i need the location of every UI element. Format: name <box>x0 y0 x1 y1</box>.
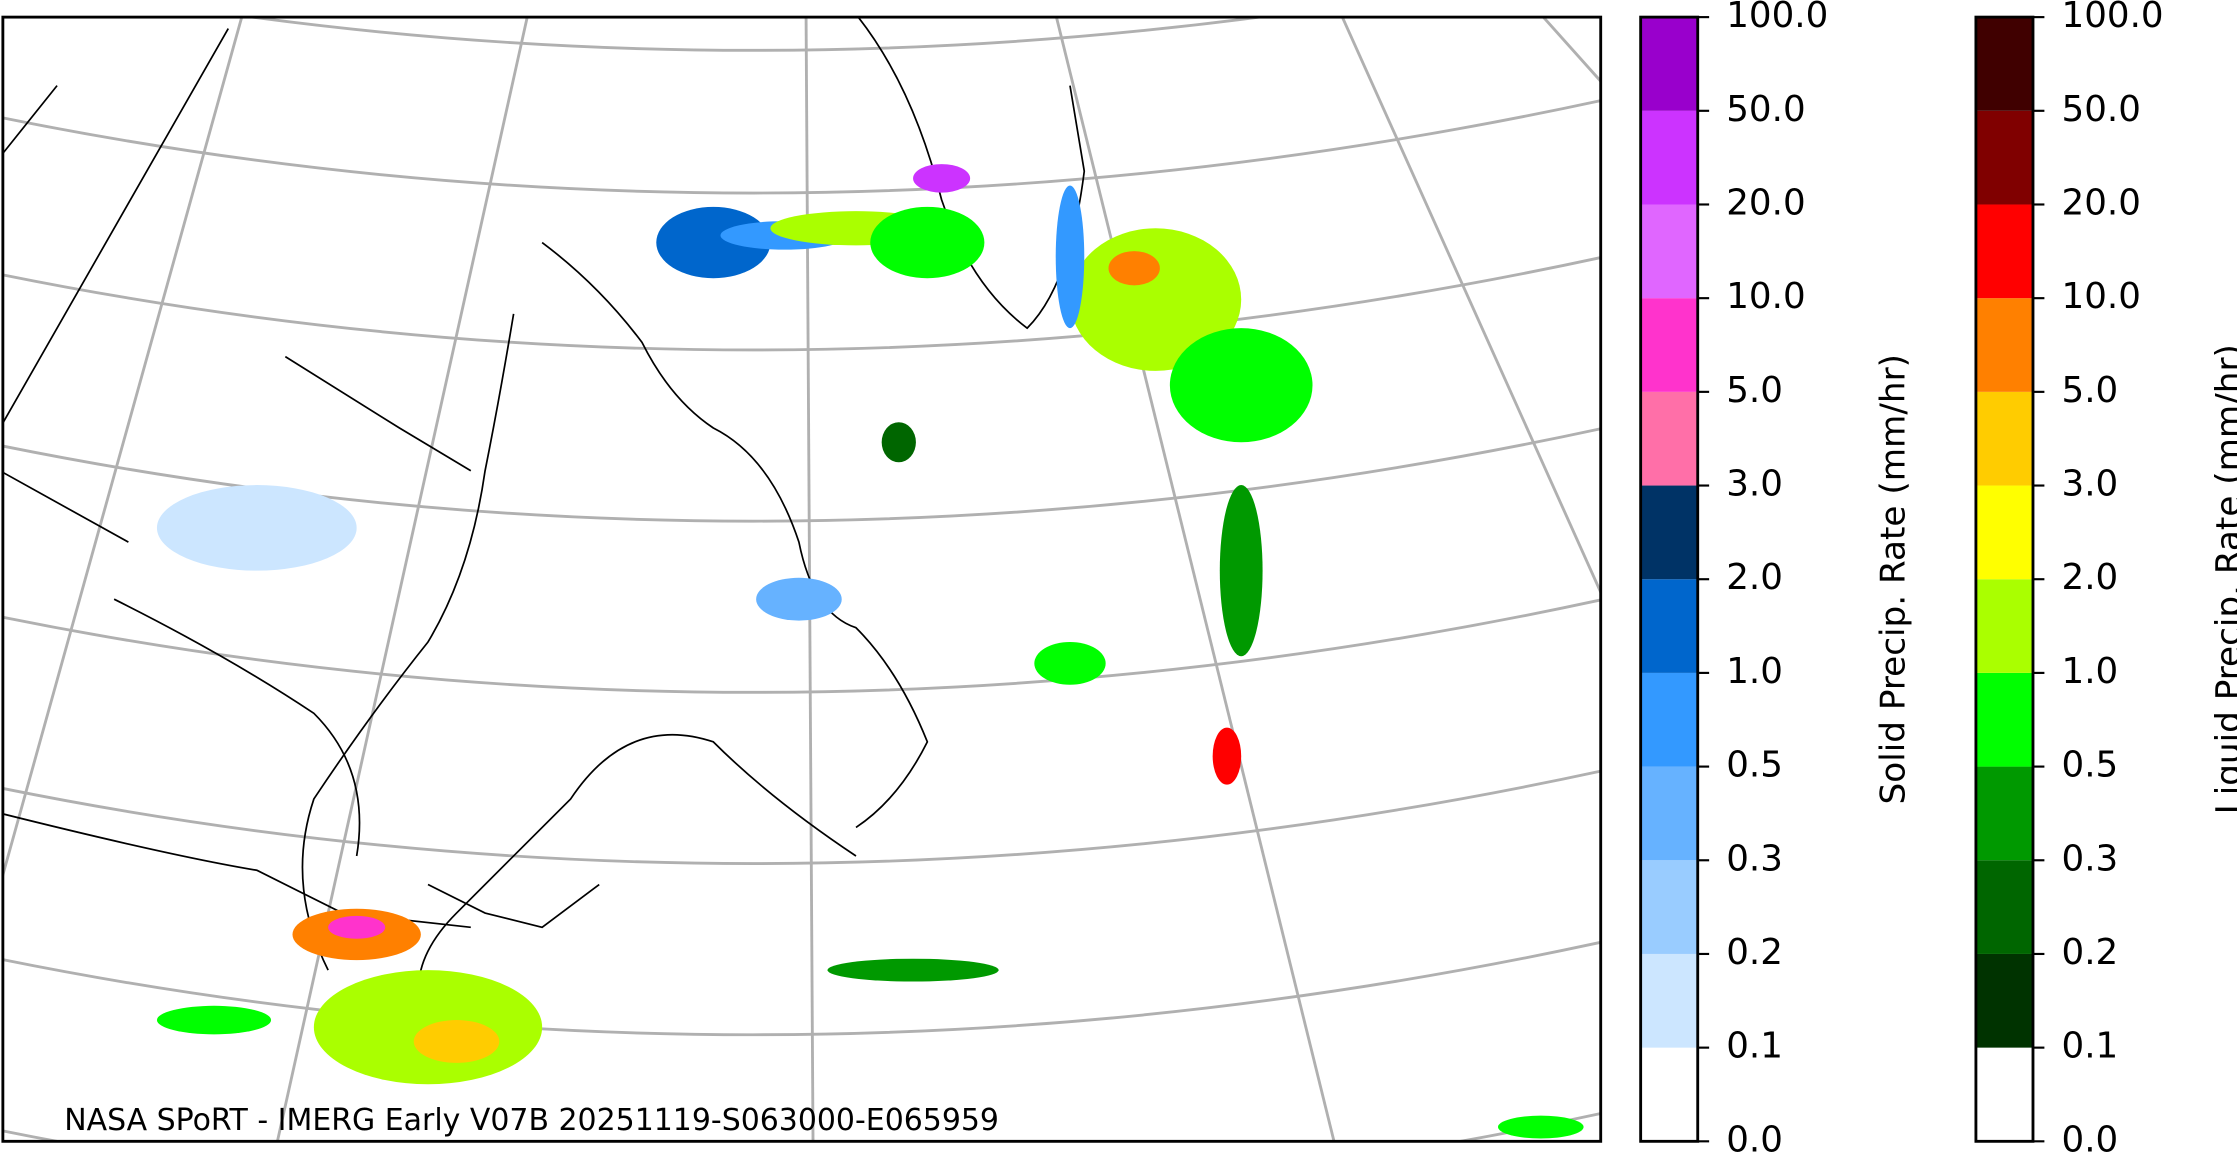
colorbar-band <box>1640 579 1698 673</box>
colorbar-tick-label: 0.3 <box>2062 838 2119 879</box>
colorbar-tick-label: 5.0 <box>1726 370 1783 411</box>
precipitation <box>156 164 1584 1139</box>
colorbar-band <box>1640 204 1698 299</box>
colorbar-band <box>1640 298 1698 392</box>
colorbar-title: Solid Precip. Rate (mm/hr) <box>1874 354 1914 804</box>
colorbar-tick-label: 3.0 <box>2062 464 2119 505</box>
colorbar-band <box>1640 672 1698 767</box>
colorbar-band <box>1640 485 1698 580</box>
colorbar-tick-label: 0.1 <box>2062 1026 2119 1067</box>
colorbar-tick-label: 50.0 <box>2062 89 2141 130</box>
colorbar-band <box>1640 1047 1698 1142</box>
colorbar-band <box>1975 1047 2033 1142</box>
colorbar-tick-label: 10.0 <box>1726 276 1805 317</box>
map-caption: NASA SPoRT - IMERG Early V07B 20251119-S… <box>64 1103 999 1138</box>
colorbar-band <box>1975 204 2033 299</box>
colorbar-band <box>1975 953 2033 1048</box>
colorbar-tick-label: 1.0 <box>1726 651 1783 692</box>
colorbar-band <box>1640 860 1698 954</box>
colorbar-band <box>1975 17 2033 111</box>
colorbar-tick-label: 0.3 <box>1726 838 1783 879</box>
colorbar-band <box>1975 579 2033 673</box>
colorbar-tick-label: 0.5 <box>1726 745 1783 786</box>
colorbar-band <box>1975 860 2033 954</box>
colorbar-tick-label: 20.0 <box>1726 182 1805 223</box>
colorbar-tick-label: 100.0 <box>1726 0 1828 36</box>
colorbar-tick-label: 2.0 <box>1726 557 1783 598</box>
colorbar-band <box>1975 672 2033 767</box>
colorbar-band <box>1975 110 2033 205</box>
map-frame <box>1 15 1603 1143</box>
colorbar-band <box>1975 766 2033 861</box>
colorbar-band <box>1640 953 1698 1048</box>
colorbar-tick-label: 1.0 <box>2062 651 2119 692</box>
colorbar-title: Liquid Precip. Rate (mm/hr) <box>2209 344 2237 814</box>
colorbar-tick-label: 0.5 <box>2062 745 2119 786</box>
colorbar-band <box>1975 298 2033 392</box>
colorbar-tick-label: 5.0 <box>2062 370 2119 411</box>
colorbar-band <box>1975 485 2033 580</box>
colorbar-tick-label: 0.0 <box>2062 1119 2119 1160</box>
colorbar-tick-label: 3.0 <box>1726 464 1783 505</box>
coastlines <box>2 17 1086 1028</box>
colorbar-band <box>1640 766 1698 861</box>
graticule <box>2 17 1601 1142</box>
colorbar-tick-label: 20.0 <box>2062 182 2141 223</box>
map: NASA SPoRT - IMERG Early V07B 20251119-S… <box>2 17 1601 1142</box>
colorbar-tick-label: 0.2 <box>2062 932 2119 973</box>
colorbar-tick-label: 100.0 <box>2062 0 2164 36</box>
colorbar-band <box>1640 391 1698 486</box>
colorbar-tick-label: 50.0 <box>1726 89 1805 130</box>
colorbar-tick-label: 2.0 <box>2062 557 2119 598</box>
colorbar-band <box>1640 17 1698 111</box>
colorbar-band <box>1975 391 2033 486</box>
colorbar-band <box>1640 110 1698 205</box>
colorbar-tick-label: 10.0 <box>2062 276 2141 317</box>
colorbar-tick-label: 0.0 <box>1726 1119 1783 1160</box>
colorbar-tick-label: 0.2 <box>1726 932 1783 973</box>
colorbar-tick-label: 0.1 <box>1726 1026 1783 1067</box>
